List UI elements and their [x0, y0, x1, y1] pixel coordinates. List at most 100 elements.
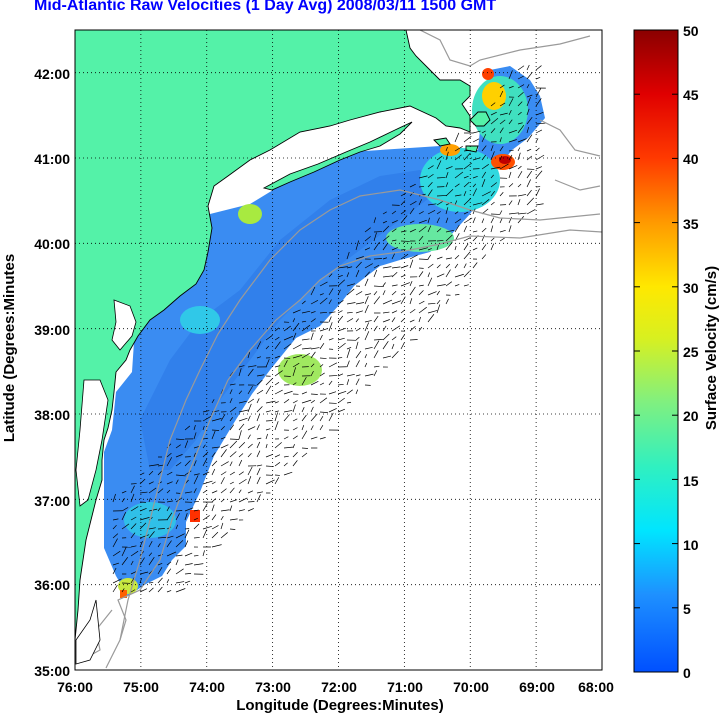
- velocity-arrow: [301, 376, 307, 386]
- velocity-arrow: [148, 487, 157, 494]
- velocity-arrow: [319, 357, 327, 359]
- velocity-arrow: [211, 490, 218, 494]
- velocity-arrow: [274, 412, 279, 422]
- velocity-arrow: [409, 281, 413, 287]
- velocity-arrow: [256, 468, 261, 476]
- velocity-arrow: [400, 253, 409, 260]
- map-title: Mid-Atlantic Raw Velocities (1 Day Avg) …: [34, 0, 497, 14]
- velocity-arrow: [436, 245, 439, 251]
- x-tick-label: 68:00: [578, 679, 614, 695]
- velocity-arrow: [265, 335, 273, 341]
- velocity-arrow: [328, 288, 334, 296]
- velocity-arrow: [499, 229, 506, 233]
- velocity-arrow: [454, 211, 459, 215]
- velocity-arrow: [373, 291, 378, 296]
- velocity-arrow: [490, 190, 496, 197]
- velocity-arrow: [337, 300, 344, 305]
- velocity-arrow: [292, 344, 302, 350]
- velocity-arrow: [328, 311, 336, 314]
- x-tick-label: 76:00: [57, 679, 93, 695]
- velocity-arrow: [355, 302, 365, 305]
- velocity-arrow: [355, 378, 360, 386]
- velocity-arrow: [274, 410, 280, 413]
- colorbar-tick-label: 50: [683, 23, 699, 39]
- velocity-arrow: [517, 75, 524, 80]
- velocity-arrow: [373, 269, 378, 278]
- velocity-arrow: [445, 234, 453, 242]
- velocity-arrow: [229, 481, 234, 485]
- velocity-arrow: [391, 317, 396, 323]
- velocity-arrow: [517, 101, 523, 107]
- velocity-arrow: [202, 515, 210, 521]
- velocity-arrow: [256, 441, 261, 449]
- velocity-arrow: [346, 283, 356, 287]
- velocity-arrow: [301, 320, 307, 323]
- velocity-arrow: [130, 532, 136, 539]
- velocity-arrow: [202, 525, 212, 530]
- velocity-arrow: [229, 487, 235, 494]
- velocity-arrow: [346, 379, 350, 386]
- velocity-arrow: [436, 195, 447, 197]
- velocity-arrow: [436, 240, 444, 242]
- velocity-arrow: [337, 383, 344, 386]
- velocity-arrow: [463, 251, 471, 260]
- velocity-arrow: [184, 580, 191, 584]
- velocity-arrow: [121, 523, 130, 530]
- velocity-arrow: [328, 338, 334, 341]
- velocity-arrow: [130, 589, 136, 593]
- velocity-arrow: [319, 424, 324, 431]
- velocity-arrow: [418, 247, 429, 251]
- velocity-arrow: [427, 310, 438, 314]
- velocity-arrow: [409, 220, 415, 224]
- velocity-arrow: [454, 194, 462, 197]
- velocity-arrow: [220, 477, 225, 485]
- velocity-arrow: [355, 261, 362, 269]
- velocity-arrow: [409, 325, 416, 332]
- velocity-arrow: [472, 247, 478, 251]
- velocity-arrow: [292, 309, 301, 314]
- velocity-arrow: [166, 489, 171, 494]
- velocity-arrow: [418, 185, 425, 188]
- velocity-arrow: [121, 507, 129, 512]
- velocity-arrow: [238, 417, 248, 422]
- velocity-arrow: [238, 442, 246, 449]
- velocity-arrow: [508, 98, 514, 107]
- velocity-arrow: [499, 210, 503, 215]
- velocity-arrow: [382, 311, 390, 314]
- field-hotspot: [482, 82, 506, 110]
- velocity-arrow: [418, 226, 427, 233]
- velocity-arrow: [175, 568, 184, 575]
- velocity-arrow: [499, 84, 505, 89]
- velocity-arrow: [346, 251, 350, 260]
- velocity-arrow: [274, 442, 282, 449]
- velocity-arrow: [283, 455, 289, 458]
- velocity-arrow: [463, 191, 467, 197]
- velocity-arrow: [535, 77, 541, 80]
- velocity-arrow: [508, 110, 512, 116]
- velocity-arrow: [166, 471, 173, 476]
- velocity-arrow: [499, 146, 504, 152]
- velocity-arrow: [211, 544, 222, 548]
- velocity-arrow: [355, 360, 360, 368]
- velocity-arrow: [184, 529, 190, 539]
- velocity-arrow: [139, 540, 143, 548]
- colorbar-tick-label: 40: [683, 151, 699, 167]
- velocity-arrow: [247, 466, 253, 476]
- velocity-arrow: [319, 293, 324, 296]
- velocity-arrow: [499, 137, 502, 143]
- velocity-arrow: [382, 355, 392, 359]
- velocity-arrow: [301, 414, 307, 422]
- velocity-arrow: [436, 160, 442, 170]
- velocity-arrow: [418, 271, 424, 278]
- velocity-arrow: [454, 263, 459, 269]
- velocity-arrow: [499, 163, 509, 170]
- velocity-arrow: [490, 174, 494, 179]
- velocity-arrow: [436, 290, 440, 296]
- velocity-arrow: [346, 302, 356, 305]
- velocity-arrow: [409, 339, 418, 341]
- velocity-arrow: [175, 559, 179, 566]
- velocity-arrow: [292, 332, 297, 341]
- velocity-arrow: [148, 541, 153, 548]
- velocity-arrow: [130, 523, 137, 530]
- velocity-arrow: [409, 228, 417, 233]
